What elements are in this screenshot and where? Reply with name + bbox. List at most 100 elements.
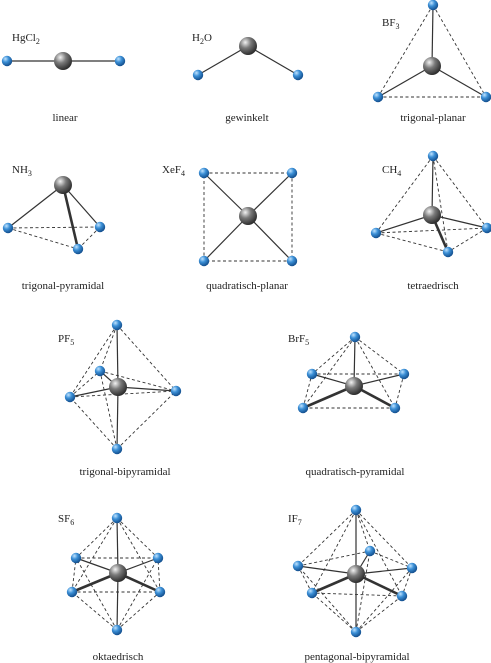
ligand-atom (427, 0, 439, 11)
molecule-if7 (292, 504, 418, 638)
polyhedron-edge (116, 517, 159, 559)
ligand-atom (94, 221, 106, 233)
bond (375, 214, 433, 234)
ligand-atom (111, 443, 123, 455)
polyhedron-edge (375, 227, 488, 234)
polyhedron-edge (69, 390, 177, 398)
label-pentagonal-bipyramidal: pentagonal-bipyramidal (304, 651, 409, 663)
polyhedron-edge (355, 509, 371, 552)
ligand-atom (389, 402, 401, 414)
central-atom (347, 565, 365, 583)
bond (116, 572, 119, 631)
central-atom (423, 206, 441, 224)
polyhedron-edge (7, 226, 101, 229)
bond (247, 172, 293, 217)
molecule-h2o (192, 37, 304, 81)
polyhedron-edge (297, 509, 357, 567)
ligand-atom (364, 545, 376, 557)
ligand-atom (286, 167, 298, 179)
central-atom (423, 57, 441, 75)
polyhedron-edge (354, 336, 405, 375)
formula-ch4: CH4 (382, 164, 401, 178)
polyhedron-edge (116, 557, 159, 631)
ligand-atom (111, 512, 123, 524)
polyhedron-edge (71, 557, 77, 593)
bond (355, 567, 413, 575)
polyhedron-edge (432, 4, 487, 98)
ligand-atom (372, 91, 384, 103)
ligand-atom (306, 368, 318, 380)
bond (247, 45, 299, 76)
formula-if7: IF7 (288, 513, 302, 527)
bond (116, 517, 119, 574)
polyhedron-edge (69, 396, 118, 450)
central-atom (109, 378, 127, 396)
ligand-atom (114, 55, 126, 67)
bond (117, 386, 177, 392)
formula-hgcl2: HgCl2 (12, 32, 40, 46)
central-atom (54, 52, 72, 70)
polyhedron-edge (297, 565, 357, 633)
polyhedron-edge (369, 550, 413, 569)
polyhedron-edge (311, 592, 403, 597)
molecule-xef4 (198, 167, 298, 267)
polyhedron-edge (99, 370, 177, 392)
bond (247, 215, 293, 262)
formula-h2o: H2O (192, 32, 212, 46)
polyhedron-edge (375, 232, 449, 253)
bond (431, 4, 434, 67)
label-quadratisch-pyramidal: quadratisch-pyramidal (306, 466, 405, 478)
central-atom (239, 37, 257, 55)
formula-xef4: XeF4 (162, 164, 185, 178)
ligand-atom (427, 150, 439, 162)
polyhedron-edge (99, 324, 118, 372)
ligand-atom (349, 331, 361, 343)
label-oktaedrisch: oktaedrisch (93, 651, 144, 663)
polyhedron-edge (311, 509, 357, 594)
label-tetraedrisch: tetraedrisch (407, 280, 459, 292)
polyhedron-edge (69, 324, 118, 398)
molecule-nh3 (2, 176, 106, 255)
ligand-atom (64, 391, 76, 403)
polyhedron-edge (355, 509, 413, 569)
polyhedron-edge (75, 517, 118, 559)
polyhedron-edge (311, 592, 357, 633)
ligand-atom (70, 552, 82, 564)
bond (431, 155, 434, 216)
ligand-atom (94, 365, 106, 377)
polyhedron-edge (432, 155, 488, 229)
bond (197, 45, 249, 76)
ligand-atom (350, 504, 362, 516)
ligand-atom (396, 590, 408, 602)
formula-sf6: SF6 (58, 513, 74, 527)
ligand-atom (192, 69, 204, 81)
polyhedron-edge (354, 336, 396, 409)
polyhedron-edge (7, 227, 79, 250)
bond (377, 65, 433, 98)
ligand-atom (198, 167, 210, 179)
polyhedron-edge (99, 370, 118, 450)
label-quadratisch-planar: quadratisch-planar (206, 280, 288, 292)
formula-brf5: BrF5 (288, 333, 309, 347)
molecule-brf5 (297, 331, 410, 414)
molecule-pf5 (64, 319, 182, 455)
polyhedron-edge (311, 336, 356, 375)
ligand-atom (292, 69, 304, 81)
ligand-atom (398, 368, 410, 380)
formula-nh3: NH3 (12, 164, 32, 178)
bond (61, 184, 80, 250)
ligand-atom (480, 91, 491, 103)
ligand-atom (292, 560, 304, 572)
ligand-atom (2, 222, 14, 234)
ligand-atom (1, 55, 13, 67)
bond (62, 184, 101, 228)
polyhedron-edge (116, 591, 161, 631)
ligand-atom (198, 255, 210, 267)
polyhedron-edge (377, 4, 434, 98)
polyhedron-edge (71, 517, 118, 593)
bond (116, 386, 119, 450)
ligand-atom (154, 586, 166, 598)
polyhedron-edge (157, 557, 161, 593)
central-atom (345, 377, 363, 395)
